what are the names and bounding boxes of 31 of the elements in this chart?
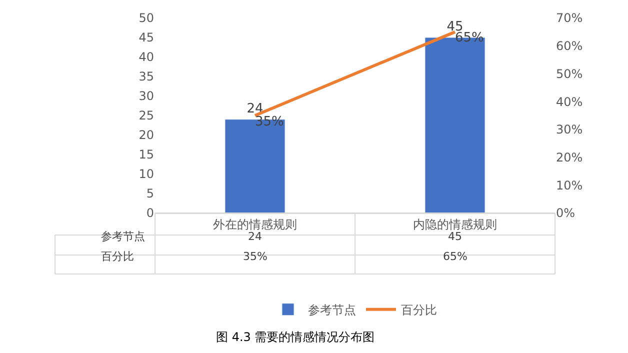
x-tick-label: 内隐的情感规则 [413,217,497,232]
legend-label: 参考节点 [308,303,356,318]
y-tick-label: 5 [146,186,154,201]
y-tick-label: 40 [138,50,154,64]
y-tick-label: 15 [138,148,154,162]
legend-label: 百分比 [401,303,437,318]
y-tick-label: 45 [138,30,154,45]
y-tick-label: 35 [138,70,154,84]
y2-tick-label: 10% [556,178,583,192]
y2-tick-label: 60% [556,39,583,54]
y2-tick-label: 0% [556,206,576,220]
data-label: 24 [248,230,262,243]
data-label: 35% [243,250,268,263]
y-tick-label: 30 [138,89,154,104]
x-tick-label: 外在的情感规则 [213,217,297,232]
y2-tick-label: 70% [556,11,583,26]
y2-tick-label: 40% [556,94,583,109]
y2-tick-label: 20% [556,150,583,164]
y2-tick-label: 50% [556,66,583,81]
data-label: 45 [448,230,462,243]
text: 百分比 [101,250,134,263]
y2-tick-label: 30% [556,122,583,137]
text: 参考节点 [101,230,145,243]
caption: 图 4.3 需要的情感情况分布图 [216,330,375,344]
y-tick-label: 50 [138,11,154,26]
y-tick-label: 10 [138,167,154,182]
text: 24 [246,101,264,116]
y-tick-label: 20 [138,128,154,142]
data-label: 65% [443,250,468,263]
y-tick-label: 0 [146,206,154,220]
y-tick-label: 25 [138,108,154,123]
